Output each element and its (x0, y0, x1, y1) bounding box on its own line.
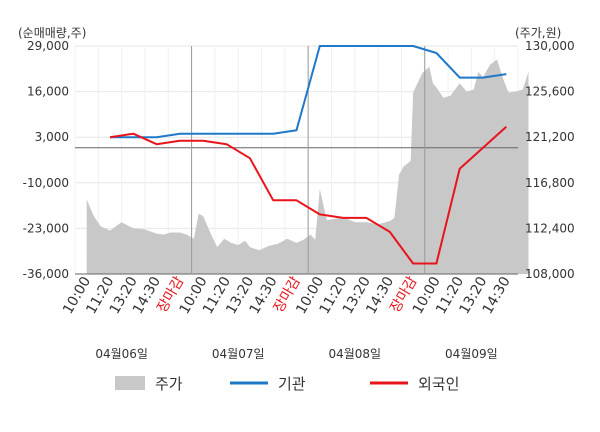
legend-label: 주가 (155, 375, 183, 393)
date-labels: 04월06일 04월07일 04월08일 04월09일 (95, 347, 497, 361)
x-axis-ticks: 10:0011:2013:2014:30장마감10:0011:2013:2014… (60, 274, 514, 317)
legend-swatch (115, 376, 145, 390)
legend-item-기관: 기관 (230, 375, 306, 393)
legend-item-외국인: 외국인 (370, 375, 459, 393)
legend-item-주가: 주가 (115, 375, 183, 393)
left-tick-label: 29,000 (27, 39, 69, 53)
date-label: 04월07일 (212, 347, 265, 361)
right-tick-label: 121,200 (525, 130, 575, 144)
right-tick-label: 116,800 (525, 176, 575, 190)
right-tick-label: 108,000 (525, 267, 575, 281)
series-lines (109, 45, 507, 265)
date-label: 04월09일 (445, 347, 498, 361)
left-tick-label: -23,000 (23, 221, 69, 235)
left-tick-label: 16,000 (27, 85, 69, 99)
axes (75, 46, 518, 275)
date-label: 04월06일 (95, 347, 148, 361)
right-tick-label: 112,400 (525, 221, 575, 235)
left-tick-label: -36,000 (23, 267, 69, 281)
series-line-기관 (110, 45, 507, 139)
right-axis-label: (주가,원) (515, 26, 561, 40)
left-axis-label: (순매매량,주) (18, 26, 86, 40)
legend-label: 외국인 (418, 375, 459, 393)
series-line-외국인 (109, 125, 507, 265)
legend: 주가 기관 외국인 (115, 375, 459, 393)
right-tick-label: 130,000 (525, 39, 575, 53)
price-area-path (86, 59, 529, 274)
left-tick-label: -10,000 (23, 176, 69, 190)
date-label: 04월08일 (328, 347, 381, 361)
left-axis-ticks: 29,000 16,000 3,000 -10,000 -23,000 -36,000 (23, 39, 69, 281)
right-tick-label: 125,600 (525, 85, 575, 99)
left-tick-label: 3,000 (35, 130, 69, 144)
right-axis-ticks: 130,000 125,600 121,200 116,800 112,400 108,0… (525, 39, 575, 281)
legend-label: 기관 (278, 375, 306, 393)
price-area (86, 59, 529, 274)
